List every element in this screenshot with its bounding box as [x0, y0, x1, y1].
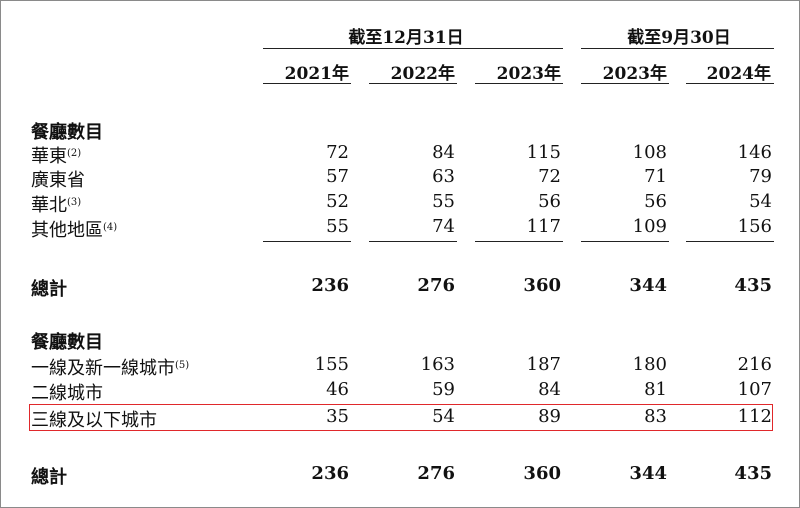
table-cell: 71 [644, 166, 667, 187]
table-cell: 180 [632, 354, 667, 375]
footnote-ref: (3) [67, 197, 82, 208]
year-rule-2 [369, 83, 457, 84]
table-cell: 83 [644, 406, 667, 427]
footnote-ref: (4) [103, 222, 118, 233]
header-rule-group-2 [581, 48, 774, 49]
table-cell: 54 [749, 191, 772, 212]
table-cell: 72 [326, 142, 349, 163]
footnote-ref: (2) [67, 148, 82, 159]
table-cell: 216 [737, 354, 772, 375]
table-cell: 35 [326, 406, 349, 427]
year-rule-3 [475, 83, 563, 84]
year-rule-4 [581, 83, 669, 84]
total-cell: 360 [523, 275, 561, 296]
table-cell: 57 [326, 166, 349, 187]
table-cell: 56 [538, 191, 561, 212]
table-cell: 163 [420, 354, 455, 375]
total-cell: 344 [629, 275, 667, 296]
year-header-5: 2024年 [706, 64, 771, 84]
year-header-2: 2022年 [390, 64, 455, 84]
subtotal-rule [475, 241, 563, 242]
table-cell: 54 [432, 406, 455, 427]
header-group-sep30: 截至9月30日 [627, 28, 731, 48]
section-2-title: 餐廳數目 [31, 332, 103, 353]
table-cell: 117 [526, 216, 561, 237]
year-rule-5 [686, 83, 774, 84]
total-cell: 435 [734, 463, 772, 484]
table-cell: 81 [644, 379, 667, 400]
table-cell: 107 [737, 379, 772, 400]
table-cell: 109 [632, 216, 667, 237]
table-cell: 155 [314, 354, 349, 375]
table-cell: 63 [432, 166, 455, 187]
total-cell: 236 [311, 275, 349, 296]
total-cell: 276 [417, 463, 455, 484]
table-cell: 55 [432, 191, 455, 212]
table-cell: 55 [326, 216, 349, 237]
footnote-ref: (5) [175, 360, 190, 371]
table-cell: 59 [432, 379, 455, 400]
table-cell: 115 [526, 142, 561, 163]
year-header-4: 2023年 [602, 64, 667, 84]
table-cell: 156 [737, 216, 772, 237]
total-cell: 435 [734, 275, 772, 296]
table-cell: 46 [326, 379, 349, 400]
highlight-box [29, 404, 773, 431]
table-cell: 112 [737, 406, 772, 427]
year-rule-1 [263, 83, 351, 84]
total-cell: 344 [629, 463, 667, 484]
header-rule-group-1 [263, 48, 563, 49]
section-1-title: 餐廳數目 [31, 122, 103, 143]
table-cell: 52 [326, 191, 349, 212]
row-label: 三線及以下城市 [31, 410, 157, 431]
total-cell: 276 [417, 275, 455, 296]
table-cell: 72 [538, 166, 561, 187]
table-cell: 79 [749, 166, 772, 187]
subtotal-rule [263, 241, 351, 242]
row-label: 一線及新一線城市(5) [31, 358, 190, 379]
table-cell: 108 [632, 142, 667, 163]
header-group-dec31: 截至12月31日 [348, 28, 464, 48]
row-label: 其他地區(4) [31, 220, 118, 241]
subtotal-rule [581, 241, 669, 242]
year-header-3: 2023年 [496, 64, 561, 84]
row-label: 廣東省 [31, 170, 85, 191]
subtotal-rule [686, 241, 774, 242]
table-cell: 89 [538, 406, 561, 427]
table-cell: 74 [432, 216, 455, 237]
row-label: 華北(3) [31, 195, 82, 216]
subtotal-rule [369, 241, 457, 242]
total-cell: 236 [311, 463, 349, 484]
table-cell: 187 [526, 354, 561, 375]
table-cell: 146 [737, 142, 772, 163]
table-cell: 56 [644, 191, 667, 212]
table-cell: 84 [538, 379, 561, 400]
row-label: 華東(2) [31, 146, 82, 167]
total-cell: 360 [523, 463, 561, 484]
year-header-1: 2021年 [284, 64, 349, 84]
total-label-1: 總計 [31, 279, 67, 300]
total-label-2: 總計 [31, 467, 67, 488]
table-cell: 84 [432, 142, 455, 163]
row-label: 二線城市 [31, 383, 103, 404]
